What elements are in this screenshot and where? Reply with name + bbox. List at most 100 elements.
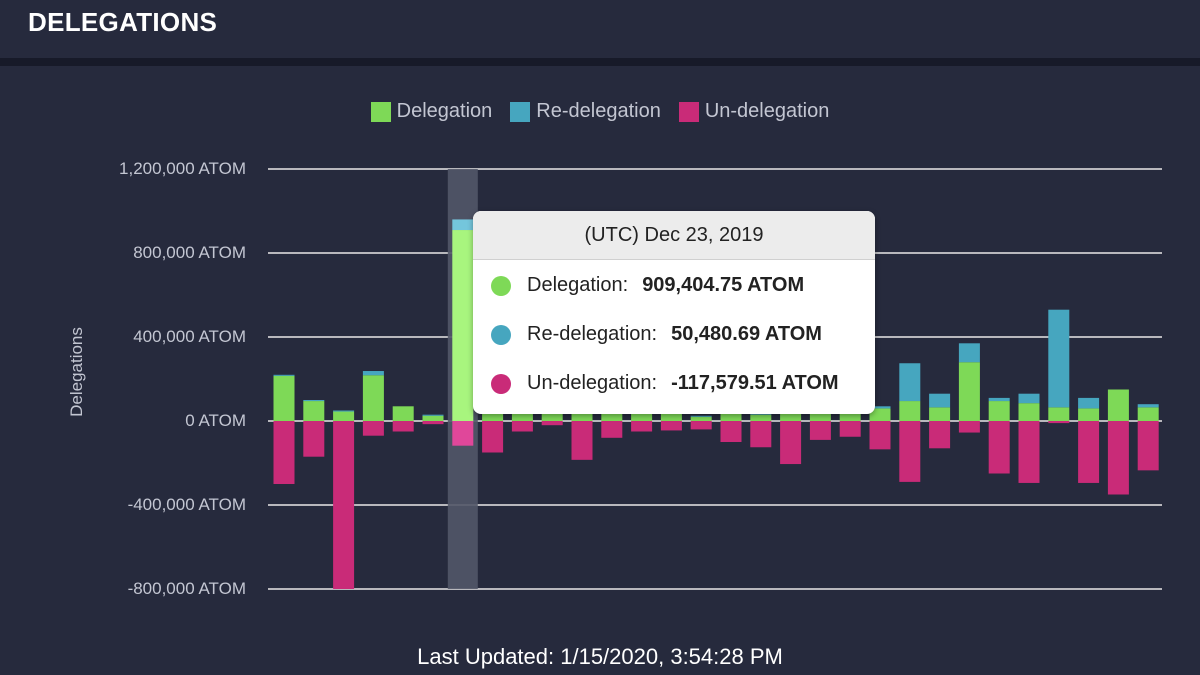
bar-undelegation <box>809 421 831 440</box>
bar-undelegation <box>452 421 474 446</box>
tooltip-dot-undelegation <box>491 373 511 394</box>
bar-redelegation <box>988 397 1010 402</box>
bar-undelegation <box>1048 421 1070 424</box>
bar-undelegation <box>541 421 563 426</box>
bar-delegation <box>273 375 295 421</box>
bar-undelegation <box>750 421 772 448</box>
y-tick-label: 0 ATOM <box>185 411 246 430</box>
bar-redelegation <box>303 400 325 402</box>
bar-redelegation <box>899 363 921 402</box>
bar-undelegation <box>631 421 653 432</box>
chart-legend: Delegation Re-delegation Un-delegation <box>0 100 1200 123</box>
legend-label-redelegation: Re-delegation <box>536 100 661 122</box>
bar-delegation <box>333 411 355 421</box>
bar-delegation <box>899 401 921 421</box>
legend-item-redelegation[interactable]: Re-delegation <box>510 100 661 123</box>
bar-delegation <box>750 414 772 421</box>
legend-swatch-undelegation <box>678 101 699 122</box>
bar-undelegation <box>780 421 802 465</box>
bar-undelegation <box>392 421 414 432</box>
bar-delegation <box>362 375 384 421</box>
chart-tooltip: (UTC) Dec 23, 2019 Delegation: 909,404.7… <box>473 211 875 414</box>
bar-delegation <box>929 407 951 421</box>
bar-redelegation <box>422 414 444 416</box>
bar-undelegation <box>720 421 742 442</box>
tooltip-row-delegation: Delegation: 909,404.75 ATOM <box>491 274 804 297</box>
tooltip-label-undelegation: Un-delegation: <box>527 372 658 394</box>
bar-undelegation <box>690 421 712 430</box>
tooltip-row-redelegation: Re-delegation: 50,480.69 ATOM <box>491 323 822 346</box>
y-axis-title: Delegations <box>67 327 86 417</box>
bar-redelegation <box>869 406 891 409</box>
header-divider <box>0 58 1200 66</box>
bar-delegation <box>422 415 444 421</box>
bar-undelegation <box>362 421 384 436</box>
bar-undelegation <box>839 421 861 437</box>
axis-layer: 1,200,000 ATOM 800,000 ATOM 400,000 ATOM 0 … <box>67 159 246 598</box>
bar-undelegation <box>511 421 533 432</box>
bar-delegation <box>988 401 1010 421</box>
bar-undelegation <box>482 421 504 453</box>
bar-undelegation <box>988 421 1010 474</box>
bar-delegation <box>303 401 325 421</box>
tooltip-label-redelegation: Re-delegation: <box>527 323 658 345</box>
bar-delegation <box>392 406 414 421</box>
legend-item-delegation[interactable]: Delegation <box>370 100 493 123</box>
bar-undelegation <box>1018 421 1040 483</box>
bar-undelegation <box>1137 421 1159 471</box>
header-bar: DELEGATIONS <box>0 0 1200 58</box>
bar-redelegation <box>333 410 355 412</box>
bar-undelegation <box>422 421 444 425</box>
bar-redelegation <box>1048 309 1070 408</box>
bar-undelegation <box>601 421 623 438</box>
bar-delegation <box>690 416 712 421</box>
legend-label-undelegation: Un-delegation <box>704 100 830 122</box>
bar-redelegation <box>690 415 712 417</box>
bar-undelegation <box>1078 421 1100 483</box>
bar-delegation <box>1018 403 1040 421</box>
tooltip-dot-delegation <box>491 275 511 296</box>
tooltip-title: (UTC) Dec 23, 2019 <box>473 211 875 260</box>
y-tick-label: -400,000 ATOM <box>128 495 246 514</box>
page-title: DELEGATIONS <box>28 7 218 37</box>
tooltip-value-redelegation: 50,480.69 ATOM <box>671 323 822 345</box>
bar-delegation <box>452 230 474 421</box>
bar-delegation <box>1048 407 1070 421</box>
y-tick-label: 1,200,000 ATOM <box>119 159 246 178</box>
bar-redelegation <box>929 393 951 408</box>
bar-undelegation <box>303 421 325 457</box>
bar-redelegation <box>452 219 474 231</box>
bar-delegation <box>958 362 980 421</box>
bar-redelegation <box>1018 393 1040 404</box>
legend-item-undelegation[interactable]: Un-delegation <box>678 100 830 123</box>
bar-undelegation <box>958 421 980 433</box>
bar-delegation <box>1137 407 1159 421</box>
tooltip-dot-redelegation <box>491 324 511 345</box>
tooltip-row-undelegation: Un-delegation: -117,579.51 ATOM <box>491 372 839 395</box>
y-tick-label: 800,000 ATOM <box>133 243 246 262</box>
bar-redelegation <box>1137 404 1159 408</box>
bar-undelegation <box>333 421 355 589</box>
last-updated-text: Last Updated: 1/15/2020, 3:54:28 PM <box>417 644 783 669</box>
legend-label-delegation: Delegation <box>396 100 493 122</box>
y-tick-label: -800,000 ATOM <box>128 579 246 598</box>
bar-redelegation <box>750 413 772 415</box>
bar-delegation <box>839 410 861 421</box>
bar-undelegation <box>929 421 951 449</box>
bar-redelegation <box>1078 397 1100 409</box>
bar-redelegation <box>958 343 980 363</box>
tooltip-value-undelegation: -117,579.51 ATOM <box>671 372 839 394</box>
bar-redelegation <box>273 374 295 376</box>
bar-undelegation <box>899 421 921 482</box>
legend-swatch-redelegation <box>510 101 531 122</box>
bar-undelegation <box>571 421 593 460</box>
tooltip-value-delegation: 909,404.75 ATOM <box>642 274 805 296</box>
bar-undelegation <box>869 421 891 450</box>
bar-delegation <box>1107 389 1129 421</box>
bar-delegation <box>1078 408 1100 421</box>
bar-redelegation <box>362 371 384 376</box>
y-tick-label: 400,000 ATOM <box>133 327 246 346</box>
bar-undelegation <box>660 421 682 431</box>
bar-undelegation <box>273 421 295 484</box>
